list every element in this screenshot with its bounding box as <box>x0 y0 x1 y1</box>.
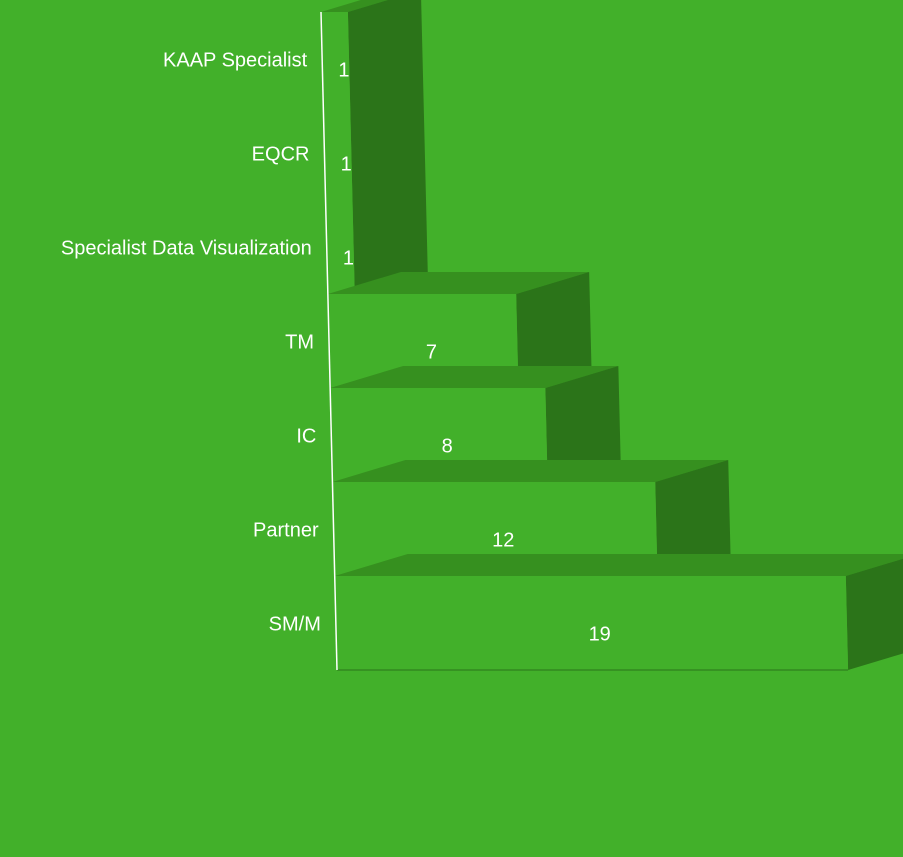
bar-side-face <box>347 0 428 294</box>
category-label: Specialist Data Visualization <box>61 237 312 259</box>
category-label: SM/M <box>269 613 321 635</box>
labels-layer: KAAP Specialist EQCR Specialist Data Visua… <box>61 49 611 645</box>
data-value-label: 12 <box>492 529 514 551</box>
bar-side-face <box>516 272 592 388</box>
data-value-label: 1 <box>341 153 352 175</box>
category-label: Partner <box>253 519 319 541</box>
bar-top-face <box>327 272 590 294</box>
bar-front-face <box>332 482 658 576</box>
bar-top-face <box>334 554 903 576</box>
data-value-label: 19 <box>589 623 611 645</box>
category-axis-line <box>320 11 338 671</box>
data-value-label: 1 <box>338 59 349 81</box>
bar-top-face <box>321 0 388 12</box>
bar-front-face <box>334 576 849 670</box>
bar-side-face <box>845 558 903 670</box>
data-value-label: 7 <box>426 341 437 363</box>
data-value-label: 1 <box>343 247 354 269</box>
data-value-label: 8 <box>442 435 453 457</box>
bar-side-face <box>655 460 731 576</box>
bar-front-face <box>327 294 519 388</box>
category-label: TM <box>285 331 314 353</box>
bar-top-face <box>330 366 619 388</box>
bar-top-face <box>332 460 729 482</box>
category-label: IC <box>296 425 316 447</box>
category-label: KAAP Specialist <box>163 49 308 71</box>
category-label: EQCR <box>252 143 310 165</box>
bar-front-face <box>330 388 548 482</box>
bar-shapes <box>321 0 903 671</box>
bar-front-face <box>321 12 355 294</box>
bar-side-face <box>545 366 621 482</box>
